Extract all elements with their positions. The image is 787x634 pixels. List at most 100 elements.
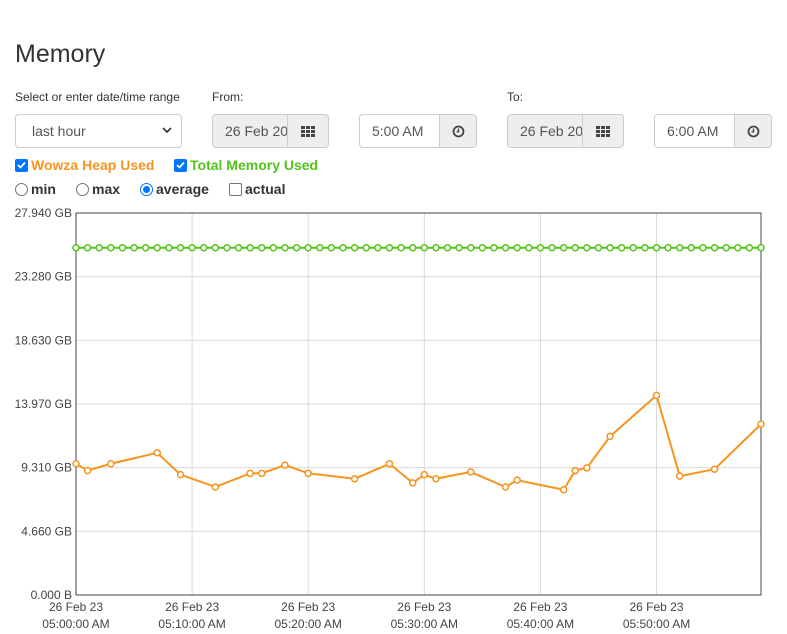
to-date-input[interactable]: 26 Feb 2023 <box>507 114 583 148</box>
data-point-total-memory-used <box>130 243 138 252</box>
memory-chart: 0.000 B 4.660 GB 9.310 GB 13.970 GB 18.630 G… <box>15 206 765 631</box>
x-tick-time: 05:20:00 AM <box>275 617 342 631</box>
data-point-wowza-heap-used <box>513 476 521 484</box>
from-label: From: <box>212 90 244 104</box>
data-point-wowza-heap-used <box>606 432 614 441</box>
data-point-total-memory-used <box>374 243 382 252</box>
mode-actual-label: actual <box>245 181 286 197</box>
total-checkbox[interactable] <box>174 158 187 172</box>
range-select[interactable]: last hour <box>15 114 182 148</box>
to-label: To: <box>507 90 524 104</box>
data-point-total-memory-used <box>107 243 115 252</box>
from-clock-button[interactable] <box>440 114 477 148</box>
data-point-total-memory-used <box>362 243 371 252</box>
data-point-wowza-heap-used <box>432 475 440 483</box>
data-point-total-memory-used <box>432 243 440 252</box>
data-point-total-memory-used <box>304 243 312 252</box>
mode-average-label: average <box>156 181 209 197</box>
y-tick-label: 9.310 GB <box>21 461 72 475</box>
clock-icon <box>452 125 464 137</box>
total-toggle[interactable]: Total Memory Used <box>174 157 318 173</box>
x-tick-time: 05:30:00 AM <box>391 617 458 631</box>
data-point-wowza-heap-used <box>675 472 684 480</box>
data-point-total-memory-used <box>606 243 614 252</box>
data-point-total-memory-used <box>687 243 696 252</box>
data-point-total-memory-used <box>594 243 603 252</box>
data-point-total-memory-used <box>258 243 266 252</box>
data-point-wowza-heap-used <box>466 468 475 476</box>
data-point-total-memory-used <box>95 243 103 252</box>
chevron-down-icon <box>162 127 172 134</box>
data-point-wowza-heap-used <box>258 469 266 478</box>
data-point-total-memory-used <box>327 243 336 252</box>
data-point-total-memory-used <box>652 243 661 252</box>
data-point-total-memory-used <box>141 243 150 252</box>
data-point-total-memory-used <box>385 243 394 252</box>
data-point-total-memory-used <box>420 243 429 252</box>
heap-checkbox[interactable] <box>15 158 28 172</box>
data-point-total-memory-used <box>350 243 359 252</box>
data-point-total-memory-used <box>118 243 127 252</box>
data-point-wowza-heap-used <box>408 479 417 487</box>
x-tick-time: 05:50:00 AM <box>623 617 690 631</box>
calendar-grid-icon <box>301 125 315 137</box>
mode-actual-checkbox[interactable] <box>229 182 242 196</box>
data-point-total-memory-used <box>466 243 475 252</box>
mode-min-label: min <box>31 181 56 197</box>
mode-max-radio[interactable] <box>76 182 89 196</box>
data-point-total-memory-used <box>397 243 405 252</box>
data-point-total-memory-used <box>722 243 730 252</box>
data-point-wowza-heap-used <box>281 461 289 469</box>
data-point-wowza-heap-used <box>350 475 359 483</box>
from-date-input[interactable]: 26 Feb 2023 <box>212 114 288 148</box>
data-point-total-memory-used <box>513 243 521 252</box>
data-point-total-memory-used <box>269 243 278 252</box>
x-tick-time: 05:10:00 AM <box>158 617 225 631</box>
data-point-total-memory-used <box>757 243 765 252</box>
heap-toggle[interactable]: Wowza Heap Used <box>15 157 154 173</box>
mode-average[interactable]: average <box>140 181 209 197</box>
data-point-total-memory-used <box>292 243 301 252</box>
data-point-wowza-heap-used <box>83 466 92 475</box>
data-point-total-memory-used <box>72 243 80 252</box>
x-tick-date: 26 Feb 23 <box>629 600 683 614</box>
mode-min-radio[interactable] <box>15 182 28 196</box>
x-tick-date: 26 Feb 23 <box>397 600 451 614</box>
mode-min[interactable]: min <box>15 181 56 197</box>
data-point-total-memory-used <box>478 243 487 252</box>
y-tick-label: 27.940 GB <box>15 206 72 220</box>
from-calendar-button[interactable] <box>288 114 329 148</box>
data-point-total-memory-used <box>583 243 591 252</box>
clock-icon <box>747 125 759 137</box>
from-time-group: 5:00 AM <box>359 114 477 148</box>
data-point-total-memory-used <box>745 243 754 252</box>
to-calendar-button[interactable] <box>583 114 624 148</box>
check-icon <box>176 161 185 169</box>
to-time-group: 6:00 AM <box>654 114 772 148</box>
from-time-input[interactable]: 5:00 AM <box>359 114 440 148</box>
y-tick-label: 13.970 GB <box>15 397 72 411</box>
to-date-group: 26 Feb 2023 <box>507 114 624 148</box>
mode-max-label: max <box>92 181 121 197</box>
data-point-total-memory-used <box>525 243 533 252</box>
mode-average-radio[interactable] <box>140 182 153 196</box>
data-point-total-memory-used <box>490 243 498 252</box>
to-time-input[interactable]: 6:00 AM <box>654 114 735 148</box>
data-point-wowza-heap-used <box>652 391 661 400</box>
data-point-wowza-heap-used <box>176 470 185 479</box>
to-clock-button[interactable] <box>735 114 772 148</box>
data-point-total-memory-used <box>246 243 254 252</box>
mode-max[interactable]: max <box>76 181 120 197</box>
data-point-total-memory-used <box>83 243 92 252</box>
check-icon <box>17 161 26 169</box>
data-point-total-memory-used <box>408 243 417 252</box>
data-point-total-memory-used <box>339 243 347 252</box>
data-point-wowza-heap-used <box>246 469 254 478</box>
data-point-total-memory-used <box>571 243 579 252</box>
data-point-total-memory-used <box>548 243 556 252</box>
mode-actual[interactable]: actual <box>229 181 285 197</box>
data-point-wowza-heap-used <box>559 485 568 494</box>
data-point-wowza-heap-used <box>583 464 591 472</box>
x-tick-date: 26 Feb 23 <box>513 600 567 614</box>
data-point-wowza-heap-used <box>420 470 429 479</box>
